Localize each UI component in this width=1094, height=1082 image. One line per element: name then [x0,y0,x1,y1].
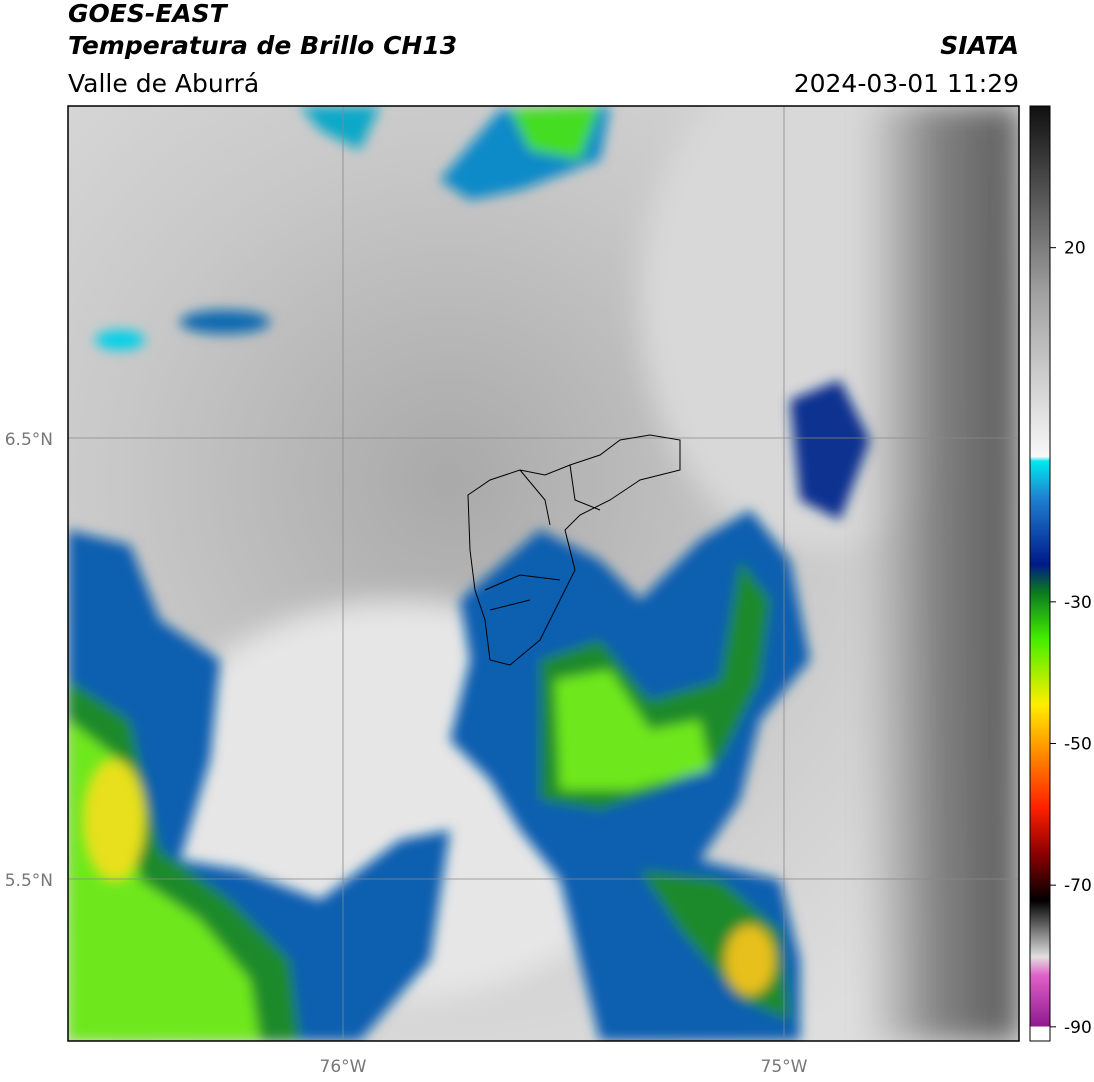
colorbar-tick-label: -70 [1064,876,1092,896]
colorbar-tick-label: -30 [1064,593,1092,613]
lon-label: 76°W [320,1057,367,1077]
datetime: 2024-03-01 11:29 [794,69,1019,98]
satellite-image [68,106,1019,1041]
colorbar-ticks: 20 -30 -50 -70 -90 [1050,239,1092,1038]
lat-label: 6.5°N [5,430,53,450]
colorbar [1029,105,1051,1042]
colorbar-tick-label: 20 [1064,239,1086,259]
colorbar-tick-label: -90 [1064,1018,1092,1038]
source: SIATA [940,31,1019,60]
map-frame [67,105,1020,1042]
lat-label: 5.5°N [5,871,53,891]
colorbar-tick-label: -50 [1064,735,1092,755]
title: GOES-EAST [68,0,229,28]
lon-label: 75°W [761,1057,808,1077]
subtitle: Temperatura de Brillo CH13 [68,31,457,60]
region: Valle de Aburrá [68,69,259,98]
